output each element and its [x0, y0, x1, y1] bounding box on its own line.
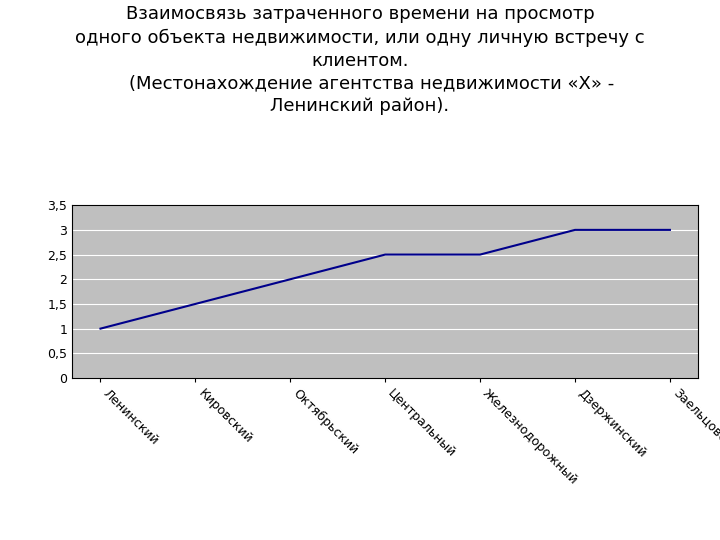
Text: Взаимосвязь затраченного времени на просмотр
одного объекта недвижимости, или од: Взаимосвязь затраченного времени на прос… [75, 5, 645, 116]
